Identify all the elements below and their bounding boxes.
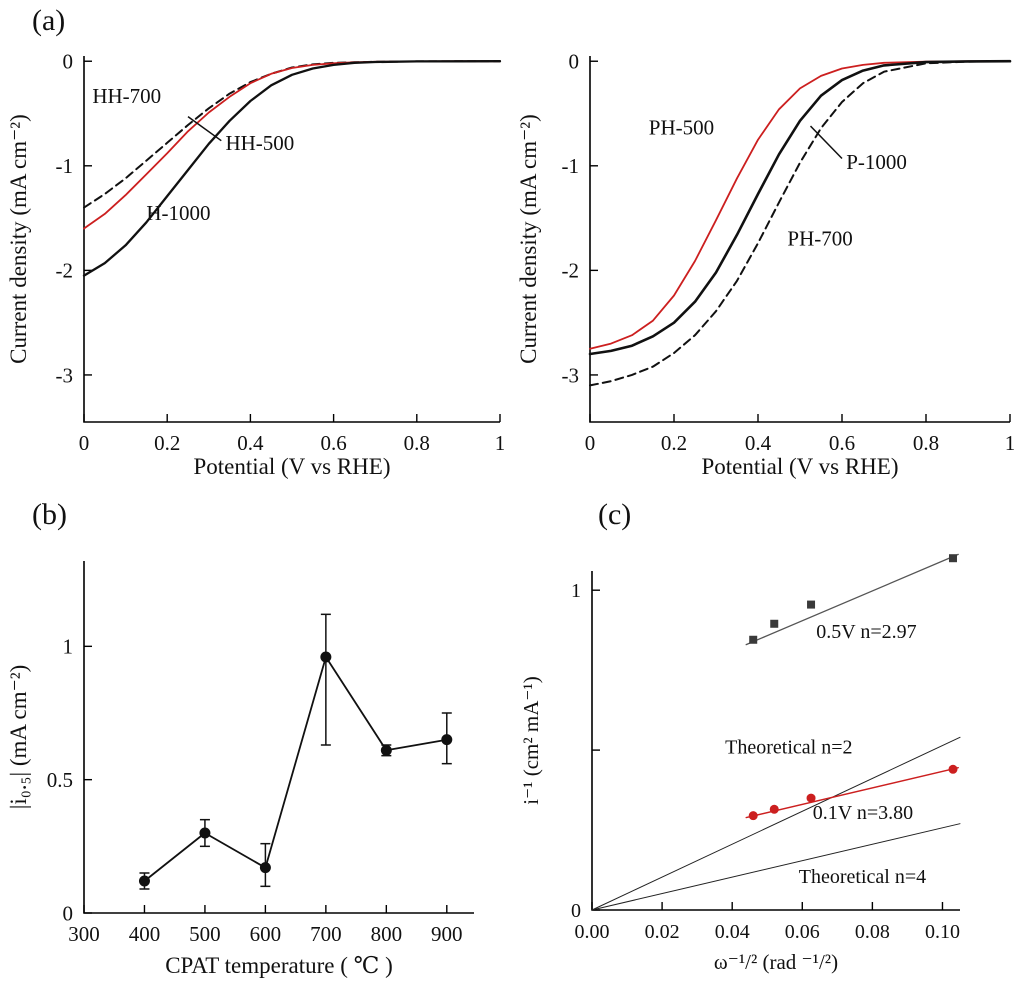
x-tick-label: 0 [585,431,596,455]
y-tick-label: 0 [569,50,580,74]
y-tick-label: 0 [63,901,74,925]
annotation: PH-500 [649,115,714,139]
x-tick-label: 0.6 [320,431,346,455]
series-i0.5-vs-temperature [138,613,453,890]
annotation: H-1000 [146,201,210,225]
x-tick-label: 0.6 [829,431,855,455]
y-tick-label: 0.5 [47,768,73,792]
x-tick-label: 0.06 [785,921,820,943]
chart-polarization-p-series: 0 0.2 0.4 0.6 0.8 1 0 -1 -2 -3 Potential (V vs RHE… [516,50,1015,479]
x-tick-label: 0.4 [237,431,264,455]
y-axis-title: Current density (mA cm⁻²) [516,114,541,364]
series-H-1000 [82,60,502,277]
annotation: 0.5V n=2.97 [816,621,916,643]
x-tick-label: 0.2 [661,431,687,455]
y-tick-label: -2 [56,259,74,283]
x-tick-label: 1 [495,431,506,455]
x-tick-label: 0.08 [855,921,890,943]
x-tick-label: 800 [371,922,403,946]
panel-a-label: (a) [32,4,66,37]
series-PH-500 [589,60,1011,350]
annotation: HH-500 [225,131,294,155]
x-axis-title: Potential (V vs RHE) [702,454,899,479]
x-tick-label: 0.10 [925,921,960,943]
chart-current-vs-cpat-temperature: 300 400 500 600 700 800 900 0 0.5 1 CPAT temperatu… [6,561,474,978]
series-theoretical-n4 [591,823,961,911]
y-tick-label: -2 [562,259,580,283]
x-axis-title: CPAT temperature ( ℃ ) [165,953,393,978]
leader-line [187,116,222,142]
x-tick-label: 0.8 [404,431,430,455]
x-tick-label: 600 [250,922,282,946]
axes: 0 0.2 0.4 0.6 0.8 1 0 -1 -2 -3 Potential (V vs RHE… [516,50,1015,479]
annotation: 0.1V n=3.80 [813,802,913,824]
x-tick-label: 0 [79,431,90,455]
x-tick-label: 1 [1005,431,1016,455]
x-axis-title: ω⁻¹/² (rad ⁻¹/²) [714,950,838,974]
y-tick-label: 0 [63,50,74,74]
x-tick-label: 0.04 [715,921,750,943]
y-tick-label: -3 [56,363,74,387]
annotation: HH-700 [92,84,161,108]
annotation: P-1000 [846,150,907,174]
x-tick-label: 900 [431,922,463,946]
y-axis-title: i⁻¹ (cm² mA⁻¹) [519,676,543,805]
annotation: PH-700 [787,226,852,250]
x-tick-label: 0.4 [745,431,772,455]
annotation: Theoretical n=4 [799,866,926,888]
x-axis-title: Potential (V vs RHE) [194,454,391,479]
series-theoretical-n2 [591,736,961,911]
leader-line [809,125,843,160]
x-tick-label: 0.02 [645,921,680,943]
annotation: Theoretical n=2 [725,736,852,758]
x-tick-label: 0.8 [913,431,939,455]
x-tick-label: 700 [310,922,342,946]
series-fit-0.5V [745,553,959,646]
y-tick-label: -3 [562,363,580,387]
y-tick-label: 0 [571,900,581,922]
y-tick-label: 1 [571,580,581,602]
x-tick-label: 400 [129,922,161,946]
panel-c-label: (c) [598,498,632,531]
axes: 300 400 500 600 700 800 900 0 0.5 1 CPAT temperatu… [6,561,474,978]
y-tick-label: -1 [562,154,580,178]
panel-b-label: (b) [32,498,67,531]
y-tick-label: 1 [63,635,74,659]
series-fit-0.1V [745,767,959,819]
x-tick-label: 0.2 [154,431,180,455]
x-tick-label: 300 [68,922,100,946]
chart-polarization-h-series: 0 0.2 0.4 0.6 0.8 1 0 -1 -2 -3 Potential (V vs RHE… [6,50,505,479]
chart-koutecky-levich: 0.00 0.02 0.04 0.06 0.08 0.10 0 1 ω⁻¹/² (rad ⁻¹/… [519,553,961,974]
series-P-1000 [588,59,1012,356]
y-axis-title: |i₀.₅| (mA cm⁻²) [6,665,31,810]
x-tick-label: 0.00 [575,921,610,943]
y-axis-title: Current density (mA cm⁻²) [6,114,31,364]
series-0.5V-squares [749,554,957,644]
series-PH-700 [589,60,1011,387]
y-tick-label: -1 [56,154,74,178]
series-0.1V-circles [748,764,958,821]
axes: 0 0.2 0.4 0.6 0.8 1 0 -1 -2 -3 Potential (V vs RHE… [6,50,505,479]
x-tick-label: 500 [189,922,221,946]
